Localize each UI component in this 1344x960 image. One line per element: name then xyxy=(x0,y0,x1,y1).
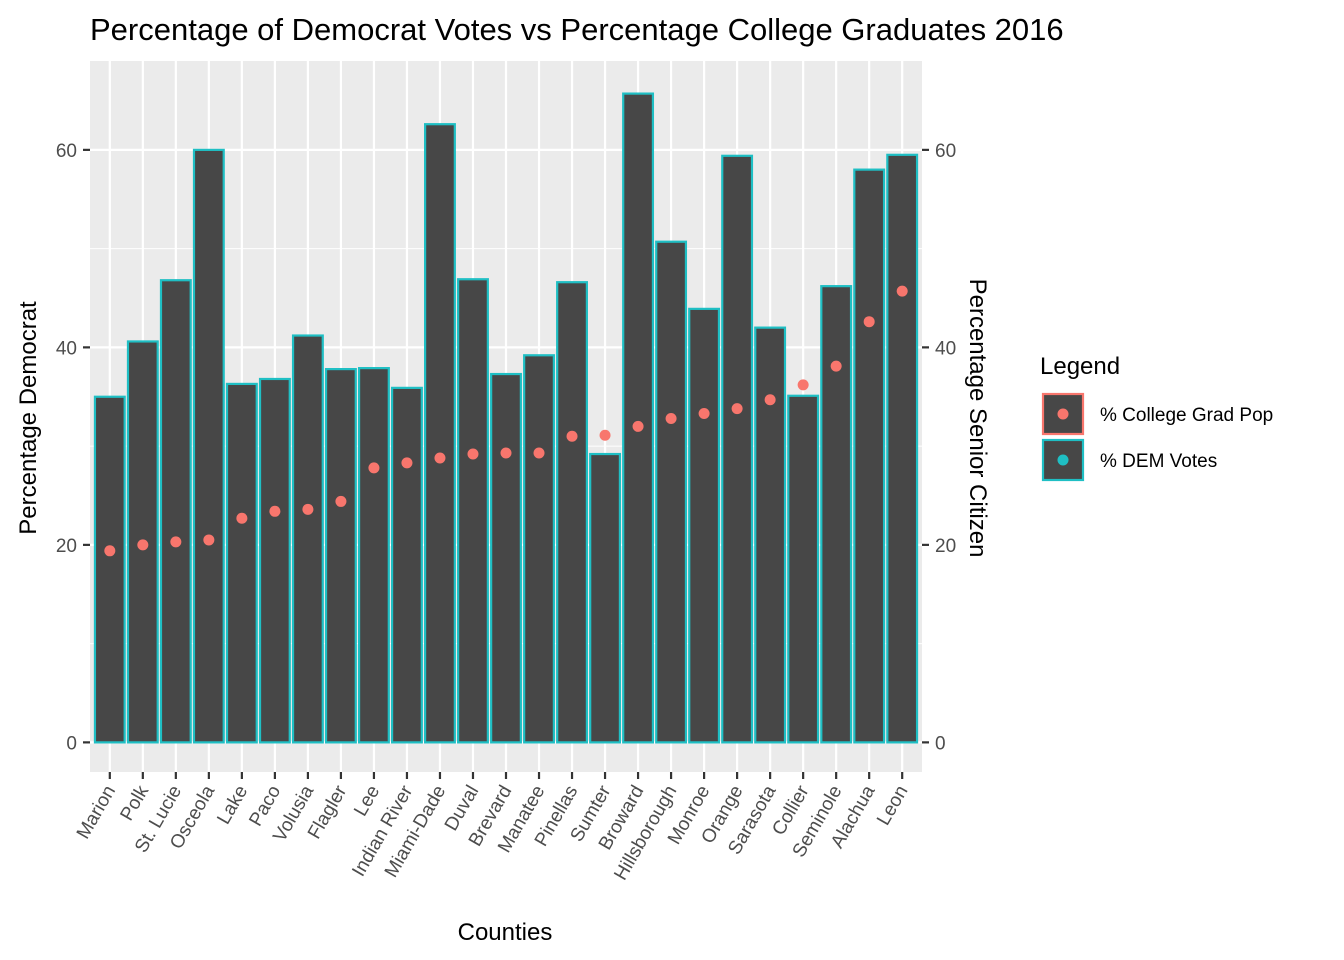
point xyxy=(137,539,149,551)
legend-label: % DEM Votes xyxy=(1100,451,1217,472)
y-axis-title: Percentage Democrat xyxy=(15,301,42,535)
bar xyxy=(225,382,258,744)
bar xyxy=(93,395,126,744)
point xyxy=(698,408,710,420)
point-series xyxy=(104,285,908,557)
point xyxy=(665,412,677,424)
legend-item: % College Grad Pop xyxy=(1041,392,1273,436)
bar xyxy=(688,307,721,744)
point xyxy=(434,452,446,464)
bar xyxy=(357,367,390,744)
legend-title: Legend xyxy=(1040,353,1120,380)
y-tick-label: 40 xyxy=(56,338,77,359)
legend-label: % College Grad Pop xyxy=(1100,405,1273,426)
bar xyxy=(556,281,588,744)
x-axis-title: Counties xyxy=(458,919,553,946)
y2-tick-label: 40 xyxy=(935,338,956,359)
bar xyxy=(853,168,886,744)
point xyxy=(170,536,182,548)
point xyxy=(203,534,215,546)
legend-key xyxy=(1041,392,1085,436)
point xyxy=(500,447,512,459)
y2-tick-label: 20 xyxy=(935,536,956,557)
chart-title: Percentage of Democrat Votes vs Percenta… xyxy=(90,12,1064,47)
x-tick-label: Marion xyxy=(73,782,120,843)
bar xyxy=(589,452,622,744)
point xyxy=(335,495,347,507)
bar xyxy=(754,326,787,744)
point xyxy=(467,448,479,460)
bar xyxy=(655,240,688,744)
point xyxy=(896,285,908,297)
point xyxy=(830,360,842,372)
y2-axis-title: Percentage Senior Citizen xyxy=(964,279,991,558)
bar xyxy=(886,153,919,744)
bar xyxy=(291,334,324,744)
point xyxy=(764,394,776,406)
x-tick-label: Lee xyxy=(350,782,384,820)
bar xyxy=(324,368,357,744)
y-tick-label: 60 xyxy=(56,141,77,162)
bar-series xyxy=(93,92,919,744)
bar xyxy=(159,279,192,744)
point xyxy=(863,316,875,328)
point xyxy=(302,503,314,515)
point xyxy=(401,457,413,469)
bar xyxy=(787,394,820,744)
point xyxy=(632,420,644,432)
bar xyxy=(424,123,456,744)
point xyxy=(566,430,578,442)
point xyxy=(599,429,611,441)
y2-tick-label: 60 xyxy=(935,141,956,162)
legend: Legend % College Grad Pop % DEM Votes xyxy=(1040,353,1273,482)
legend-key-dot xyxy=(1057,454,1069,466)
bar xyxy=(490,372,522,744)
legend-items: % College Grad Pop % DEM Votes xyxy=(1041,392,1273,482)
legend-key-dot xyxy=(1057,408,1069,420)
x-tick-label: Lake xyxy=(213,782,252,828)
point xyxy=(104,545,116,557)
y-tick-label: 20 xyxy=(56,536,77,557)
point xyxy=(269,505,281,517)
bar xyxy=(390,386,423,744)
bar xyxy=(721,154,754,744)
point xyxy=(731,403,743,415)
point xyxy=(533,447,545,459)
bar xyxy=(820,285,853,744)
bar xyxy=(523,354,555,744)
y-tick-label: 0 xyxy=(66,733,77,754)
point xyxy=(368,462,380,474)
y2-tick-label: 0 xyxy=(935,733,946,754)
x-tick-label: Leon xyxy=(873,782,912,829)
bar xyxy=(192,148,225,744)
point xyxy=(236,512,248,524)
bar xyxy=(258,377,291,744)
point xyxy=(797,379,809,391)
bar xyxy=(457,278,489,744)
bar xyxy=(622,92,655,744)
legend-item: % DEM Votes xyxy=(1041,438,1217,482)
